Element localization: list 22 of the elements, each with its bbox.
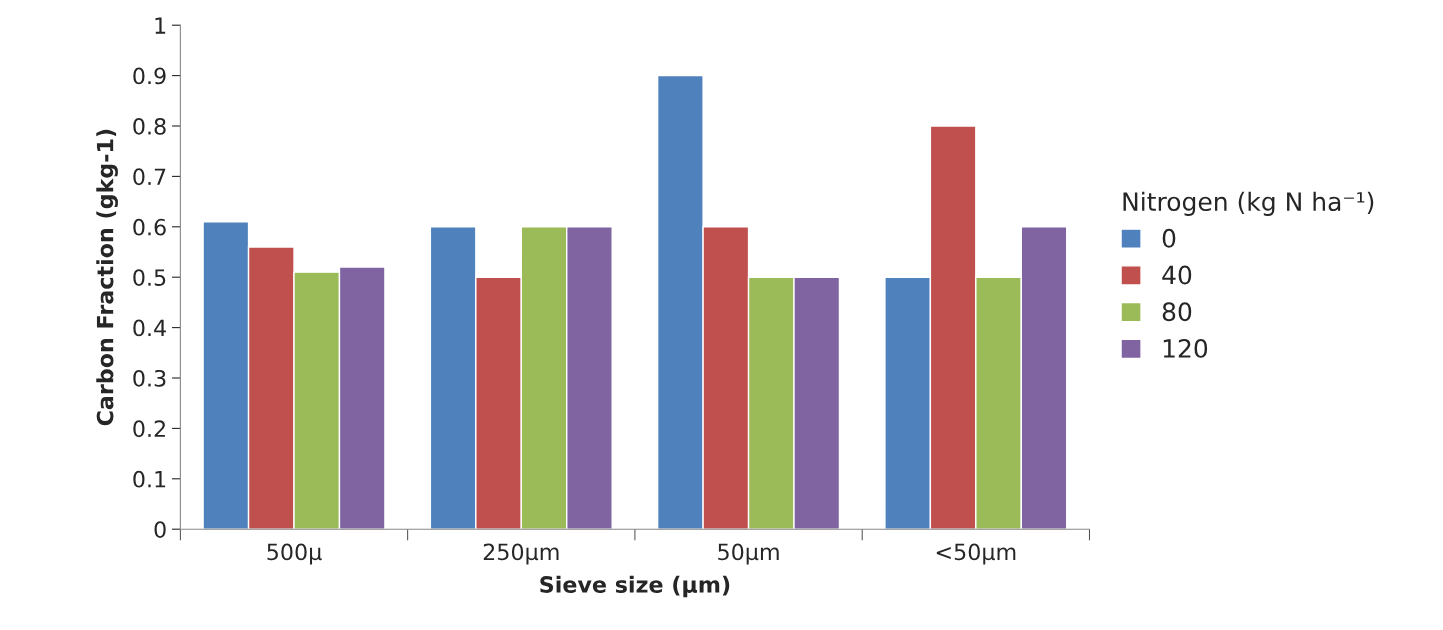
x-tick-label: 50µm [718,543,779,565]
y-tick-label: 0.7 [133,168,166,186]
y-tick-label: 0 [154,521,166,538]
y-axis-title: Carbon Fraction (gkg-1) [96,129,118,426]
y-tick-label: 0.1 [133,470,166,488]
y-tick-label: 0.3 [133,369,166,387]
legend-label: 40 [1162,265,1192,285]
y-tick-label: 0.8 [133,117,166,135]
y-tick-label: 0.4 [133,319,166,337]
x-tick-label: <50µm [936,543,1016,565]
y-tick-label: 0.2 [133,420,165,438]
y-tick-label: 0.9 [133,67,166,85]
legend-label: 80 [1162,302,1192,322]
y-tick-label: 0.6 [133,218,166,236]
legend-label: 120 [1163,338,1208,358]
x-axis-title: Sieve size (µm) [540,575,730,598]
y-tick-label: 1 [155,17,166,34]
legend-title: Nitrogen (kg N ha⁻¹) [1123,191,1374,216]
x-tick-label: 250µm [483,543,559,565]
x-tick-label: 500µ [267,543,322,565]
y-tick-label: 0.5 [133,269,166,286]
legend-label: 0 [1162,228,1176,248]
